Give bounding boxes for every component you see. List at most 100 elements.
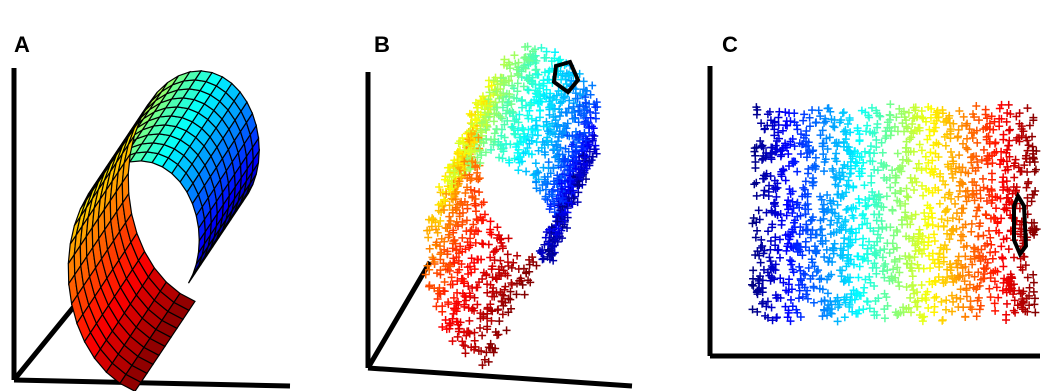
point bbox=[920, 245, 929, 254]
point bbox=[809, 298, 818, 307]
point bbox=[433, 228, 442, 237]
point bbox=[428, 253, 437, 262]
point bbox=[1002, 310, 1011, 319]
point bbox=[764, 191, 773, 200]
point bbox=[840, 313, 849, 322]
point bbox=[941, 305, 950, 314]
point bbox=[497, 114, 506, 123]
point bbox=[458, 133, 467, 142]
point bbox=[557, 179, 566, 188]
point bbox=[460, 157, 469, 166]
point bbox=[486, 343, 495, 352]
point bbox=[934, 222, 943, 231]
point bbox=[579, 143, 588, 152]
point bbox=[549, 146, 558, 155]
point bbox=[859, 305, 868, 314]
point bbox=[930, 293, 939, 302]
point bbox=[525, 106, 534, 115]
point bbox=[477, 118, 486, 127]
point bbox=[766, 257, 775, 266]
panel-b bbox=[365, 42, 633, 389]
point bbox=[432, 269, 441, 278]
point bbox=[988, 254, 997, 263]
point bbox=[460, 300, 469, 309]
point bbox=[751, 163, 760, 172]
point bbox=[465, 243, 474, 252]
point bbox=[450, 166, 459, 175]
point bbox=[906, 293, 915, 302]
point bbox=[573, 181, 582, 190]
point bbox=[1004, 100, 1013, 109]
point bbox=[749, 266, 758, 275]
point bbox=[529, 52, 538, 61]
point bbox=[449, 226, 458, 235]
point bbox=[865, 113, 874, 122]
point bbox=[569, 102, 578, 111]
point bbox=[588, 152, 597, 161]
point bbox=[516, 153, 525, 162]
point bbox=[587, 122, 596, 131]
point bbox=[1031, 308, 1040, 317]
point bbox=[514, 118, 523, 127]
point bbox=[447, 273, 456, 282]
point bbox=[832, 149, 841, 158]
point bbox=[588, 81, 597, 90]
point bbox=[562, 79, 571, 88]
point bbox=[764, 227, 773, 236]
point bbox=[556, 143, 565, 152]
point bbox=[825, 253, 834, 262]
point bbox=[463, 200, 472, 209]
point bbox=[570, 153, 579, 162]
point bbox=[519, 264, 528, 273]
point bbox=[986, 293, 995, 302]
point bbox=[775, 253, 784, 262]
point bbox=[845, 116, 854, 125]
point bbox=[444, 298, 453, 307]
point bbox=[440, 287, 449, 296]
point bbox=[506, 140, 515, 149]
point bbox=[997, 242, 1006, 251]
point bbox=[752, 191, 761, 200]
point bbox=[487, 81, 496, 90]
point bbox=[912, 178, 921, 187]
point bbox=[450, 236, 459, 245]
point bbox=[474, 175, 483, 184]
point bbox=[552, 140, 561, 149]
point bbox=[470, 258, 479, 267]
point bbox=[512, 290, 521, 299]
point bbox=[456, 199, 465, 208]
point bbox=[473, 103, 482, 112]
point bbox=[1022, 183, 1031, 192]
point bbox=[542, 85, 551, 94]
point bbox=[545, 93, 554, 102]
point bbox=[453, 276, 462, 285]
point bbox=[451, 220, 460, 229]
point bbox=[890, 122, 899, 131]
point bbox=[1016, 167, 1025, 176]
point bbox=[855, 136, 864, 145]
point bbox=[572, 148, 581, 157]
point bbox=[588, 134, 597, 143]
point bbox=[935, 199, 944, 208]
point bbox=[503, 116, 512, 125]
point bbox=[520, 290, 529, 299]
point bbox=[533, 70, 542, 79]
point bbox=[543, 252, 552, 261]
point bbox=[888, 239, 897, 248]
point bbox=[531, 121, 540, 130]
point bbox=[560, 162, 569, 171]
point bbox=[487, 145, 496, 154]
point bbox=[436, 255, 445, 264]
point bbox=[854, 273, 863, 282]
point bbox=[955, 151, 964, 160]
point bbox=[549, 164, 558, 173]
point bbox=[491, 98, 500, 107]
point bbox=[467, 226, 476, 235]
panel-label: A bbox=[14, 32, 30, 57]
point bbox=[581, 136, 590, 145]
point bbox=[801, 270, 810, 279]
point bbox=[493, 91, 502, 100]
point bbox=[467, 254, 476, 263]
point bbox=[752, 178, 761, 187]
point bbox=[472, 215, 481, 224]
